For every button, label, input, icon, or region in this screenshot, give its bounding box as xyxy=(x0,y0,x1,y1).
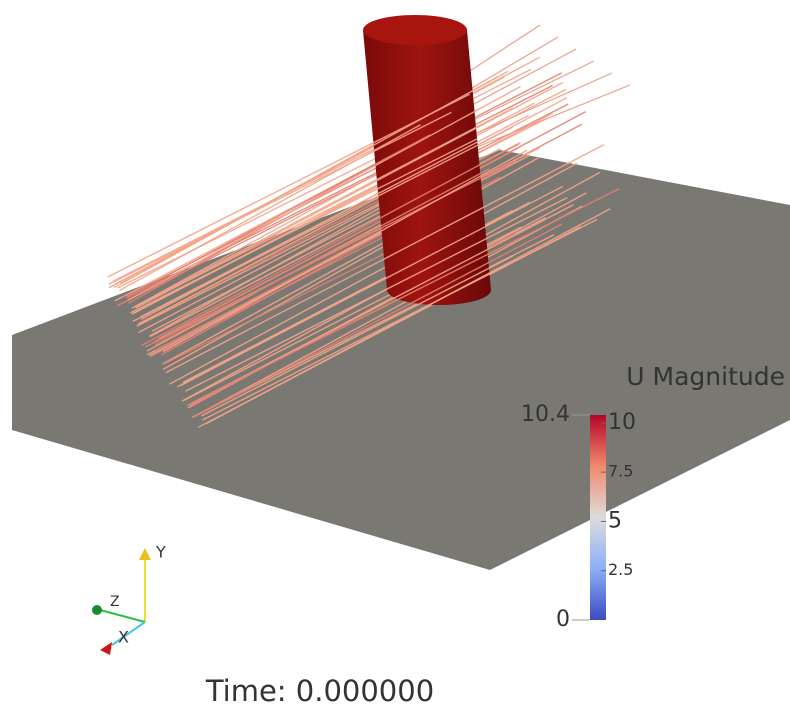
streamline xyxy=(130,138,478,314)
streamline xyxy=(127,85,521,301)
streamline xyxy=(113,70,509,289)
axis-label-x: X xyxy=(118,628,129,647)
colorbar-max-label: 10.4 xyxy=(521,402,570,427)
axes-triad: Y Z X xyxy=(92,543,166,655)
streamline xyxy=(169,162,578,385)
colorbar xyxy=(590,415,606,620)
streamline xyxy=(192,205,583,418)
axis-label-y: Y xyxy=(155,543,166,562)
colorbar-tick-label: 10 xyxy=(608,410,636,435)
colorbar-tick-label: 5 xyxy=(608,508,622,533)
colorbar-title: U Magnitude xyxy=(626,362,785,391)
streamline xyxy=(140,143,520,347)
streamline xyxy=(200,255,514,417)
colorbar-min-label: 0 xyxy=(556,607,570,632)
streamline xyxy=(186,237,522,407)
colorbar-tick-label: 7.5 xyxy=(608,462,633,481)
streamline xyxy=(184,197,568,392)
axis-label-z: Z xyxy=(110,594,120,610)
streamline xyxy=(177,185,564,388)
colorbar-ticks: 10.4 0 10 7.5 5 2.5 xyxy=(521,402,636,632)
streamline xyxy=(188,204,574,406)
streamline xyxy=(155,111,586,342)
colorbar-tick-label: 2.5 xyxy=(608,560,633,579)
streamlines-front xyxy=(107,70,611,425)
streamline xyxy=(125,134,431,299)
time-label: Time: 0.000000 xyxy=(205,674,434,708)
streamline xyxy=(135,81,564,309)
streamline xyxy=(192,223,563,419)
streamline xyxy=(139,114,529,318)
streamline xyxy=(134,107,514,308)
streamline xyxy=(155,168,490,346)
streamline xyxy=(107,93,470,278)
streamline xyxy=(165,143,605,374)
streamline xyxy=(138,112,553,334)
streamline xyxy=(162,149,528,353)
streamline xyxy=(145,160,515,348)
streamline xyxy=(202,218,598,421)
streamline xyxy=(132,126,513,323)
streamline xyxy=(132,88,567,314)
streamline xyxy=(108,111,452,285)
